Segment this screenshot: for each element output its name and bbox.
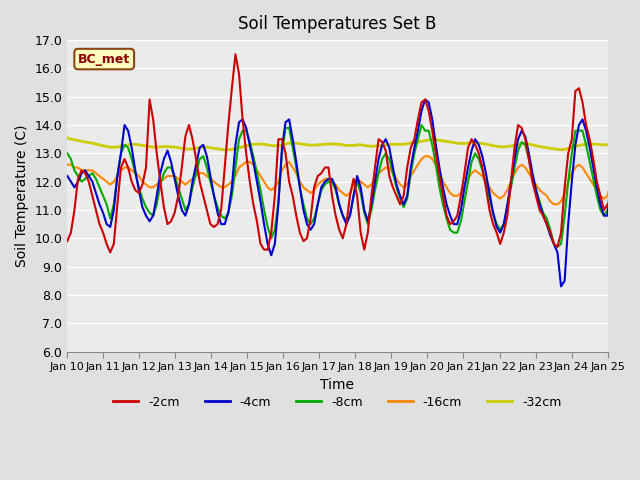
Title: Soil Temperatures Set B: Soil Temperatures Set B — [238, 15, 436, 33]
Y-axis label: Soil Temperature (C): Soil Temperature (C) — [15, 125, 29, 267]
X-axis label: Time: Time — [321, 377, 355, 392]
Legend: -2cm, -4cm, -8cm, -16cm, -32cm: -2cm, -4cm, -8cm, -16cm, -32cm — [108, 391, 566, 414]
Text: BC_met: BC_met — [78, 53, 131, 66]
